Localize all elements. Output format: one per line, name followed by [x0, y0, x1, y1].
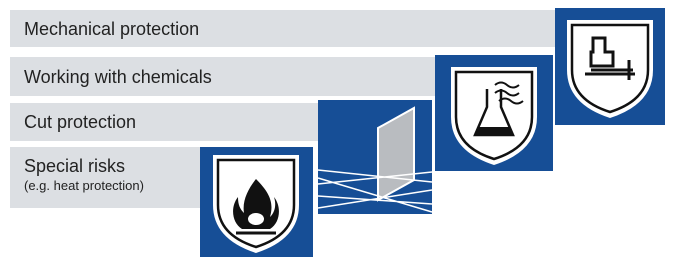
diagram: Mechanical protection Working with chemi…	[0, 0, 674, 258]
item-label: Mechanical protection	[24, 19, 199, 39]
chemicals-icon	[435, 55, 553, 171]
mechanical-icon	[555, 8, 665, 125]
item-label: Special risks	[24, 156, 125, 176]
cut-icon	[318, 100, 432, 214]
item-subtitle: (e.g. heat protection)	[24, 178, 144, 193]
item-label: Working with chemicals	[24, 67, 212, 87]
item-label: Cut protection	[24, 112, 136, 132]
heat-icon	[200, 147, 313, 257]
